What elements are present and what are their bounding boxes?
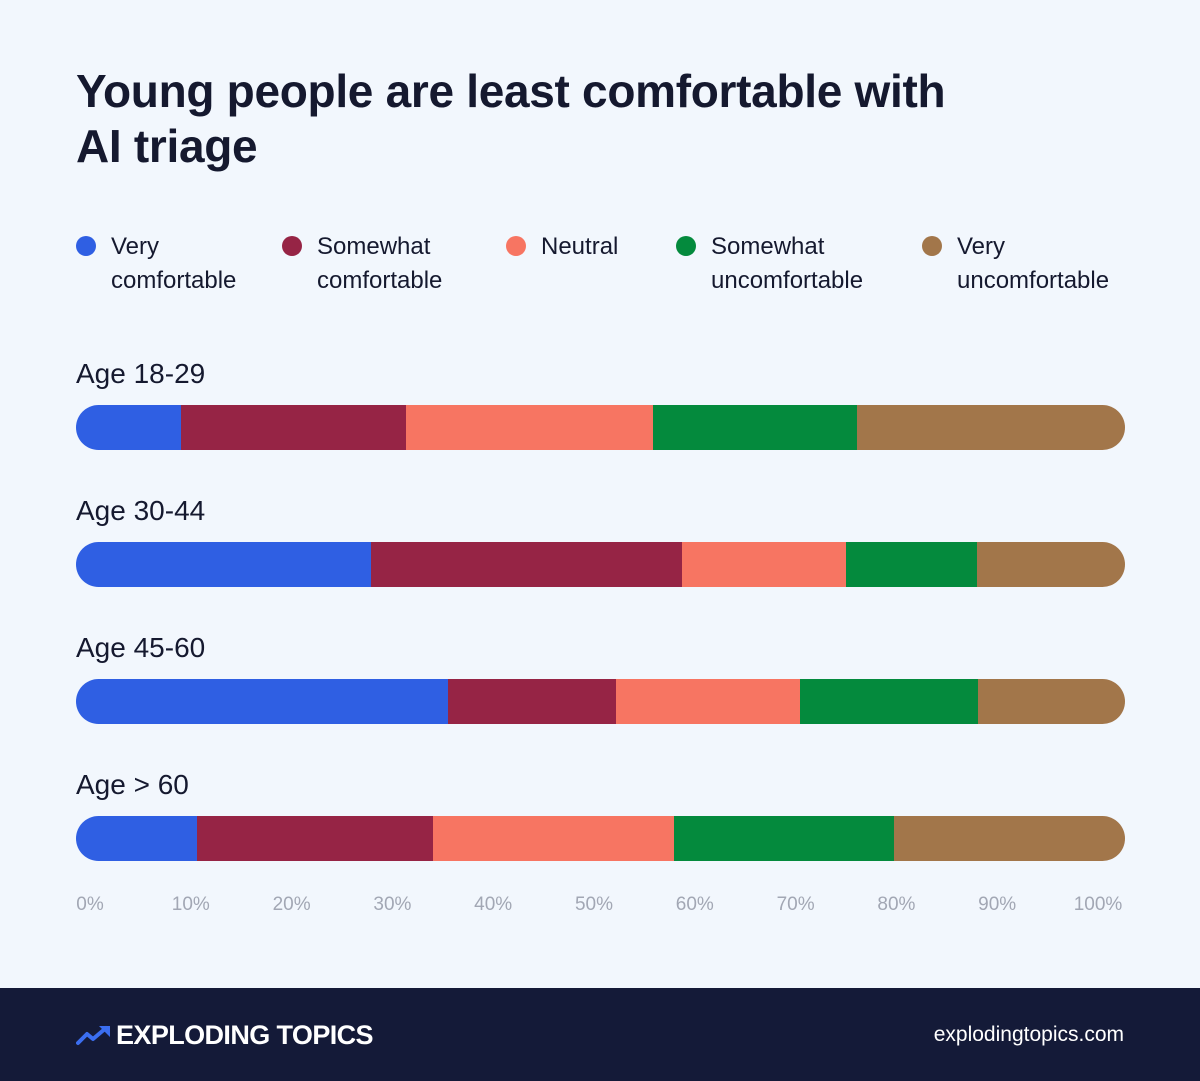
legend-label-somewhat-comfortable: Somewhat comfortable [317,233,443,294]
bar-segment-very-uncomfortable [978,679,1125,724]
x-tick-label: 90% [978,894,1017,915]
bar-row-18-29 [76,405,1125,450]
bar-row-45-60 [76,679,1125,724]
category-label-over-60: Age > 60 [76,769,189,800]
brand-name: EXPLODING TOPICS [116,1020,374,1050]
bar-segment-neutral [432,816,674,861]
bar-segment-neutral [406,405,653,450]
bar-segment-very-comfortable [76,816,197,861]
bar-segment-very-comfortable [76,679,449,724]
category-label-45-60: Age 45-60 [76,632,206,663]
bar-segment-somewhat-comfortable [448,679,617,724]
x-tick-label: 40% [474,894,513,915]
website-link[interactable]: explodingtopics.com [933,1023,1124,1046]
bar-segment-somewhat-comfortable [180,405,407,450]
chart-title: Young people are least comfortable with … [76,65,946,172]
category-label-18-29: Age 18-29 [76,358,206,389]
legend-label-very-uncomfortable: Very uncomfortable [957,233,1110,294]
bar-segment-somewhat-uncomfortable [673,816,895,861]
bar-segment-very-uncomfortable [977,542,1125,587]
bar-segment-very-uncomfortable [857,405,1125,450]
x-axis: 0% 10% 20% 30% 40% 50% 60% 70% 80% 90% 100% [0,892,1200,922]
bar-segment-very-comfortable [76,542,372,587]
legend-dot-somewhat-uncomfortable [676,236,696,256]
bar-segment-somewhat-comfortable [371,542,683,587]
x-tick-label: 60% [675,894,714,915]
bar-segment-somewhat-uncomfortable [799,679,979,724]
legend-dot-very-uncomfortable [922,236,942,256]
legend-label-somewhat-uncomfortable: Somewhat uncomfortable [711,233,864,294]
legend-dot-somewhat-comfortable [282,236,302,256]
bar-segment-somewhat-uncomfortable [652,405,858,450]
x-tick-label: 100% [1073,894,1123,915]
bar-segment-somewhat-uncomfortable [845,542,978,587]
bar-segment-neutral [682,542,846,587]
bar-segment-somewhat-comfortable [196,816,433,861]
category-label-30-44: Age 30-44 [76,495,206,526]
bar-row-30-44 [76,542,1125,587]
bar-segment-neutral [616,679,800,724]
x-tick-label: 50% [574,894,614,915]
x-tick-label: 80% [877,894,916,915]
legend-dot-very-comfortable [76,236,96,256]
legend-dot-neutral [506,236,526,256]
legend-label-very-comfortable: Very comfortable [111,233,237,294]
legend-label-neutral: Neutral [541,233,619,260]
x-tick-label: 70% [776,894,815,915]
footer-bar: EXPLODING TOPICS explodingtopics.com [0,988,1200,1081]
brand-logo[interactable]: EXPLODING TOPICS [76,1018,374,1052]
bar-segment-very-uncomfortable [894,816,1125,861]
x-tick-label: 10% [171,894,210,915]
x-tick-label: 0% [76,894,104,915]
bar-row-over-60 [76,816,1125,861]
x-tick-label: 20% [272,894,311,915]
bar-segment-very-comfortable [76,405,181,450]
trending-arrow-icon [76,1026,110,1045]
x-tick-label: 30% [373,894,412,915]
